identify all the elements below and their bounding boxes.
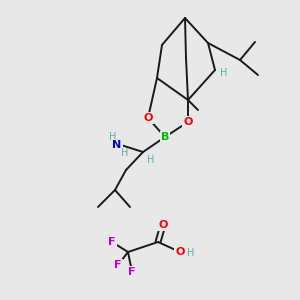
Text: F: F — [108, 237, 116, 247]
Text: B: B — [161, 132, 169, 142]
Text: F: F — [128, 267, 136, 277]
Text: O: O — [158, 220, 168, 230]
Text: H: H — [109, 132, 117, 142]
Text: H: H — [220, 68, 228, 78]
Text: F: F — [114, 260, 122, 270]
Text: H: H — [121, 148, 129, 158]
Text: O: O — [183, 117, 193, 127]
Text: O: O — [175, 247, 185, 257]
Text: H: H — [147, 155, 155, 165]
Text: H: H — [187, 248, 195, 258]
Text: O: O — [143, 113, 153, 123]
Text: N: N — [112, 140, 122, 150]
